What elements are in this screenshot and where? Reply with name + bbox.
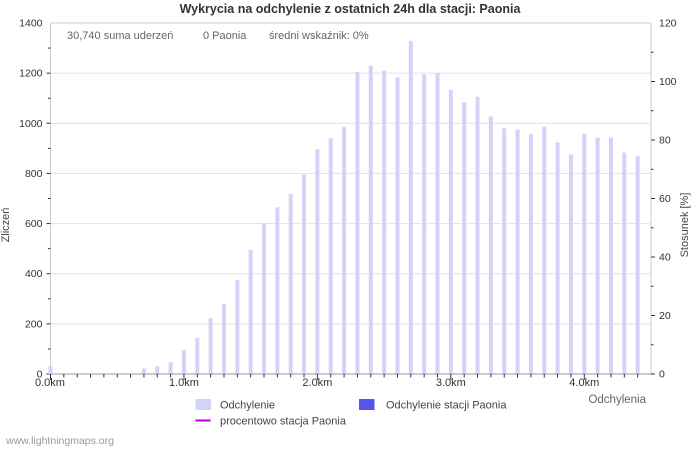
svg-text:www.lightningmaps.org: www.lightningmaps.org — [5, 435, 114, 447]
svg-text:0: 0 — [659, 369, 665, 381]
svg-text:Zliczeń: Zliczeń — [0, 208, 12, 243]
svg-text:40: 40 — [659, 252, 671, 264]
svg-text:Odchylenie: Odchylenie — [220, 400, 275, 412]
svg-text:60: 60 — [659, 193, 671, 205]
svg-text:0 Paonia: 0 Paonia — [203, 30, 247, 42]
svg-text:0.0km: 0.0km — [35, 377, 65, 389]
svg-text:średni wskaźnik: 0%: średni wskaźnik: 0% — [269, 30, 369, 42]
svg-text:Odchylenia: Odchylenia — [588, 394, 646, 406]
svg-text:600: 600 — [25, 218, 43, 230]
svg-text:Stosunek [%]: Stosunek [%] — [679, 193, 691, 258]
svg-text:100: 100 — [659, 76, 677, 88]
svg-text:1000: 1000 — [19, 118, 43, 130]
svg-text:20: 20 — [659, 310, 671, 322]
svg-text:1400: 1400 — [19, 18, 43, 30]
svg-text:1.0km: 1.0km — [169, 377, 199, 389]
svg-text:30,740 suma uderzeń: 30,740 suma uderzeń — [67, 30, 173, 42]
svg-text:2.0km: 2.0km — [302, 377, 332, 389]
svg-text:procentowo stacja Paonia: procentowo stacja Paonia — [220, 416, 347, 428]
svg-text:80: 80 — [659, 135, 671, 147]
svg-text:1200: 1200 — [19, 68, 43, 80]
svg-text:Wykrycia na odchylenie z ostat: Wykrycia na odchylenie z ostatnich 24h d… — [180, 2, 522, 16]
svg-text:800: 800 — [25, 168, 43, 180]
svg-text:120: 120 — [659, 18, 677, 30]
svg-text:4.0km: 4.0km — [569, 377, 599, 389]
svg-text:Odchylenie stacji Paonia: Odchylenie stacji Paonia — [386, 400, 507, 412]
svg-text:3.0km: 3.0km — [436, 377, 466, 389]
svg-text:200: 200 — [25, 318, 43, 330]
svg-text:400: 400 — [25, 268, 43, 280]
